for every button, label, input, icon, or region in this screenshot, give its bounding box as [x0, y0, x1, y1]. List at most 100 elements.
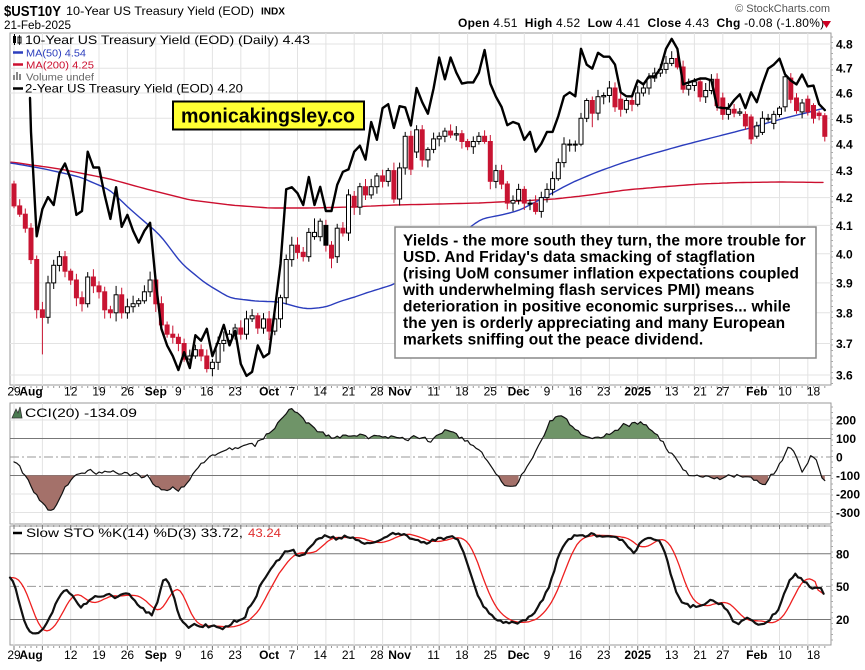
svg-text:13: 13: [665, 385, 679, 399]
svg-text:0: 0: [836, 451, 843, 465]
svg-text:9: 9: [544, 385, 551, 399]
svg-text:28: 28: [370, 648, 384, 662]
svg-text:3.9: 3.9: [836, 276, 853, 290]
svg-text:Nov: Nov: [388, 648, 411, 662]
svg-text:18: 18: [807, 385, 821, 399]
svg-text:monicakingsley.co: monicakingsley.co: [181, 105, 355, 128]
svg-text:200: 200: [836, 414, 856, 428]
svg-text:16: 16: [200, 385, 214, 399]
svg-text:4.1: 4.1: [836, 219, 853, 233]
svg-text:4.6: 4.6: [836, 87, 853, 101]
svg-text:Aug: Aug: [19, 648, 42, 662]
svg-text:23: 23: [597, 385, 611, 399]
svg-text:3.6: 3.6: [836, 369, 853, 383]
svg-text:26: 26: [121, 385, 135, 399]
svg-text:© StockCharts.com: © StockCharts.com: [735, 3, 830, 15]
svg-text:21: 21: [693, 385, 707, 399]
svg-text:4.5: 4.5: [836, 112, 853, 126]
svg-text:3.8: 3.8: [836, 306, 853, 320]
svg-text:14: 14: [314, 648, 328, 662]
svg-text:2025: 2025: [624, 385, 651, 399]
svg-text:deterioration in positive econ: deterioration in positive economic surpr…: [403, 299, 791, 316]
svg-text:16: 16: [569, 648, 583, 662]
svg-text:Oct: Oct: [259, 648, 279, 662]
svg-text:4.4: 4.4: [836, 138, 853, 152]
svg-text:16: 16: [569, 385, 583, 399]
svg-text:Dec: Dec: [508, 385, 530, 399]
svg-text:11: 11: [427, 385, 440, 399]
svg-text:80: 80: [836, 547, 850, 561]
svg-text:12: 12: [64, 648, 78, 662]
svg-text:Volume undef: Volume undef: [26, 72, 94, 84]
svg-text:USD. And Friday's data smackin: USD. And Friday's data smacking of stagf…: [403, 249, 755, 266]
svg-text:21: 21: [342, 385, 356, 399]
svg-text:-200: -200: [836, 488, 860, 502]
svg-text:19: 19: [92, 385, 106, 399]
svg-text:Aug: Aug: [19, 385, 42, 399]
svg-text:the yen is orderly appreciatin: the yen is orderly appreciating and many…: [403, 315, 785, 332]
svg-text:21: 21: [693, 648, 707, 662]
svg-text:10-Year US Treasury Yield (EOD: 10-Year US Treasury Yield (EOD) (Daily) …: [25, 33, 310, 47]
svg-text:50: 50: [836, 580, 850, 594]
svg-text:9: 9: [175, 648, 182, 662]
svg-text:markets sniffing out the peace: markets sniffing out the peace dividend.: [403, 332, 703, 349]
svg-text:29: 29: [7, 385, 21, 399]
svg-text:100: 100: [836, 432, 856, 446]
svg-text:9: 9: [544, 648, 551, 662]
svg-text:23: 23: [228, 648, 242, 662]
svg-text:4.7: 4.7: [836, 62, 853, 76]
svg-text:23: 23: [228, 385, 242, 399]
svg-text:19: 19: [92, 648, 106, 662]
svg-text:Feb: Feb: [746, 648, 767, 662]
svg-text:3.7: 3.7: [836, 337, 853, 351]
svg-text:Open 4.51 High 4.52 Low 4.41: Open 4.51 High 4.52 Low 4.41 Close 4.43 …: [458, 16, 824, 30]
svg-text:29: 29: [7, 648, 21, 662]
svg-text:28: 28: [370, 385, 384, 399]
svg-text:4.8: 4.8: [836, 38, 853, 52]
svg-text:with underwhelming flash servi: with underwhelming flash services PMI) m…: [402, 282, 755, 299]
svg-text:25: 25: [484, 385, 498, 399]
svg-text:Oct: Oct: [259, 385, 279, 399]
svg-text:9: 9: [175, 385, 182, 399]
svg-text:27: 27: [716, 648, 730, 662]
svg-text:10: 10: [778, 648, 792, 662]
svg-text:26: 26: [121, 648, 135, 662]
svg-text:16: 16: [200, 648, 214, 662]
svg-text:7: 7: [288, 385, 295, 399]
svg-text:2-Year US Treasury Yield (EOD): 2-Year US Treasury Yield (EOD) 4.20: [25, 82, 243, 96]
svg-text:Nov: Nov: [388, 385, 411, 399]
svg-text:MA(200) 4.25: MA(200) 4.25: [26, 60, 94, 72]
svg-text:-100: -100: [836, 469, 860, 483]
svg-text:12: 12: [64, 385, 78, 399]
svg-text:11: 11: [427, 648, 440, 662]
svg-text:10: 10: [778, 385, 792, 399]
svg-text:2025: 2025: [624, 648, 651, 662]
svg-text:10-Year US Treasury Yield (EOD: 10-Year US Treasury Yield (EOD): [66, 4, 254, 18]
svg-text:25: 25: [484, 648, 498, 662]
svg-text:Sep: Sep: [145, 385, 167, 399]
svg-text:21-Feb-2025: 21-Feb-2025: [4, 20, 71, 32]
svg-text:18: 18: [807, 648, 821, 662]
svg-text:MA(50) 4.54: MA(50) 4.54: [26, 48, 86, 60]
svg-text:4.0: 4.0: [836, 247, 853, 261]
svg-text:$UST10Y: $UST10Y: [4, 3, 61, 20]
svg-text:-300: -300: [836, 506, 860, 520]
svg-text:Feb: Feb: [746, 385, 767, 399]
svg-text:(rising UoM consumer inflation: (rising UoM consumer inflation expectati…: [403, 266, 799, 283]
svg-text:18: 18: [455, 648, 469, 662]
svg-text:18: 18: [455, 385, 469, 399]
svg-text:CCI(20) -134.09: CCI(20) -134.09: [25, 406, 137, 420]
svg-text:4.2: 4.2: [836, 191, 853, 205]
svg-text:13: 13: [665, 648, 679, 662]
svg-text:20: 20: [836, 613, 850, 627]
svg-text:21: 21: [342, 648, 356, 662]
svg-text:Sep: Sep: [145, 648, 167, 662]
svg-text:Slow STO %K(14) %D(3) 33.72,: Slow STO %K(14) %D(3) 33.72,: [26, 526, 243, 540]
svg-text:7: 7: [288, 648, 295, 662]
svg-text:Yields - the more south they t: Yields - the more south they turn, the m…: [403, 233, 806, 250]
svg-text:Dec: Dec: [508, 648, 530, 662]
svg-text:4.3: 4.3: [836, 164, 853, 178]
svg-text:27: 27: [716, 385, 730, 399]
svg-text:23: 23: [597, 648, 611, 662]
svg-text:43.24: 43.24: [248, 526, 281, 540]
